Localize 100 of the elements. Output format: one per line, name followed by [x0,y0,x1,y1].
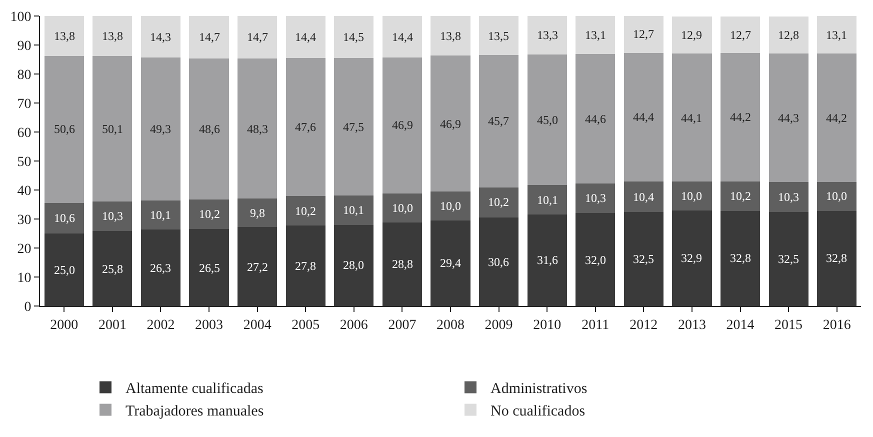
data-label: 44,1 [681,111,702,125]
x-tick-label: 2005 [292,318,320,333]
legend-label: Administrativos [490,381,588,398]
bar [672,16,712,54]
bar [140,16,181,58]
bar [430,192,470,221]
data-label: 14,4 [392,30,413,44]
bar [189,58,229,200]
bar [430,56,470,192]
bar [817,182,857,211]
bar [140,57,181,200]
data-label: 10,0 [826,189,847,203]
legend-label: Altamente cualificadas [126,381,264,398]
bar [720,16,760,54]
data-label: 47,6 [295,120,316,134]
y-tick-label: 60 [17,126,32,141]
x-tick-label: 2002 [146,318,175,333]
bar [382,57,422,194]
data-label: 10,0 [440,199,461,213]
data-label: 45,0 [537,113,558,127]
x-tick-label: 2014 [726,318,754,333]
y-tick-label: 100 [10,10,32,25]
bar [576,213,616,306]
data-label: 13,1 [585,28,606,42]
data-label: 31,6 [537,253,558,267]
bar [334,224,374,306]
data-label: 10,0 [392,201,413,215]
data-label: 10,2 [488,195,509,209]
bar [92,56,132,202]
bar [44,234,84,306]
data-label: 32,0 [585,253,606,267]
data-label: 10,2 [199,207,220,221]
data-label: 12,8 [778,28,799,42]
data-label: 44,6 [585,112,606,126]
data-label: 25,8 [102,262,123,276]
bar [286,225,326,306]
data-label: 50,1 [102,122,123,136]
x-tick-label: 2001 [98,318,126,333]
data-label: 48,3 [247,122,268,136]
data-label: 48,6 [199,122,220,136]
bar [527,16,567,55]
y-tick-label: 30 [17,212,32,228]
y-tick-label: 0 [24,300,32,315]
bar [382,16,422,58]
data-label: 45,7 [488,114,509,128]
y-tick-label: 40 [17,184,32,199]
bar [92,16,132,56]
bar [527,214,567,306]
bar [334,58,374,196]
data-label: 30,6 [488,255,509,269]
data-label: 26,3 [150,261,171,275]
data-label: 10,3 [102,209,123,223]
data-label: 14,3 [150,30,171,44]
data-label: 12,7 [633,27,654,41]
y-tick-label: 20 [17,242,32,257]
data-label: 9,8 [250,206,265,220]
x-tick-label: 2007 [388,318,416,333]
data-label: 29,4 [440,256,461,270]
y-tick-label: 80 [17,68,32,83]
data-label: 46,9 [440,117,461,131]
data-label: 10,0 [681,189,702,203]
data-label: 14,7 [247,30,268,44]
bar [478,55,519,188]
bar [768,212,808,306]
data-label: 10,4 [633,190,654,204]
x-tick-label: 2008 [436,318,464,333]
bar [189,200,229,230]
y-tick-label: 50 [17,154,32,170]
bar [527,54,567,186]
x-tick-label: 2015 [774,318,803,333]
bar [92,201,132,232]
y-tick-label: 70 [17,96,32,112]
bar [44,56,84,203]
bar [478,188,519,218]
bar [238,198,278,228]
bar [576,16,616,54]
data-label: 13,8 [440,29,461,43]
data-label: 25,0 [54,263,75,277]
data-label: 28,8 [392,257,413,271]
bar [576,183,616,214]
bar [817,54,857,182]
bar [624,182,664,212]
bar [286,16,326,58]
bar [382,222,422,306]
data-label: 32,9 [681,251,702,265]
data-label: 13,8 [102,29,123,43]
bar [624,52,664,182]
data-label: 27,8 [295,259,316,273]
data-label: 44,2 [730,110,751,124]
data-label: 10,2 [295,204,316,218]
bar [334,196,374,225]
data-label: 14,4 [295,30,316,44]
data-label: 32,5 [778,252,799,266]
x-tick-label: 2006 [340,318,368,333]
bar [286,58,326,196]
data-label: 10,2 [730,189,751,203]
data-label: 44,3 [778,111,799,125]
bar [624,212,664,306]
x-tick-label: 2009 [484,318,513,333]
y-tick-label: 10 [17,270,32,286]
